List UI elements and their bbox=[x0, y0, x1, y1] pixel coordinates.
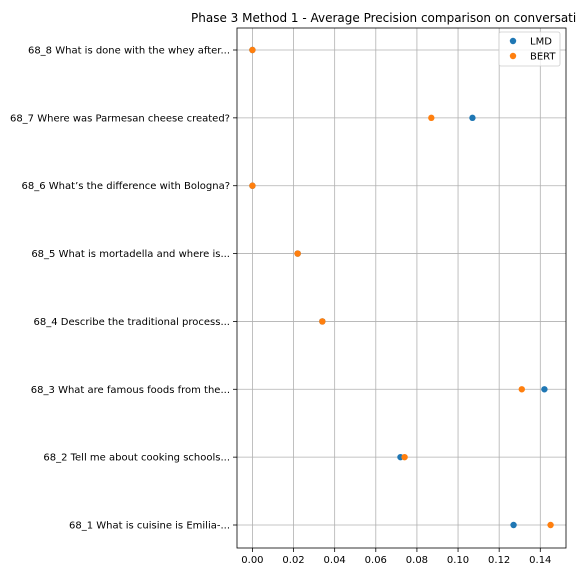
data-point-bert bbox=[249, 46, 256, 54]
y-tick-label: 68_2 Tell me about cooking schools... bbox=[43, 453, 230, 464]
data-point-bert bbox=[249, 182, 256, 189]
data-point-bert bbox=[428, 114, 435, 122]
x-tick-label: 0.06 bbox=[365, 555, 387, 566]
plot-area-frame bbox=[236, 27, 567, 549]
x-tick-label: 0.10 bbox=[447, 555, 469, 566]
legend-label-bert: BERT bbox=[530, 52, 556, 63]
x-tick-label: 0.04 bbox=[324, 555, 346, 566]
y-tick-label: 68_7 Where was Parmesan cheese created? bbox=[10, 113, 230, 124]
legend-marker-lmd bbox=[509, 37, 517, 45]
data-point-bert bbox=[294, 250, 301, 257]
data-point-lmd bbox=[541, 386, 548, 393]
data-point-bert bbox=[319, 318, 326, 325]
y-tick-label: 68_5 What is mortadella and where is... bbox=[31, 249, 230, 260]
y-tick-label: 68_4 Describe the traditional process... bbox=[34, 317, 230, 328]
data-point-lmd bbox=[510, 521, 517, 529]
data-point-bert bbox=[401, 453, 408, 461]
data-point-lmd bbox=[469, 114, 476, 122]
data-point-bert bbox=[547, 521, 554, 529]
axes: 0.00 0.02 0.04 0.06 0.08 0.10 0.12 0.14 68_1 Wha… bbox=[10, 46, 551, 567]
grid bbox=[237, 28, 566, 548]
chart-title: Phase 3 Method 1 - Average Precision com… bbox=[191, 11, 576, 25]
x-tick-label: 0.08 bbox=[406, 555, 428, 566]
x-tick-label: 0.00 bbox=[241, 555, 263, 566]
legend-label-lmd: LMD bbox=[530, 37, 552, 48]
y-tick-label: 68_6 What’s the difference with Bologna? bbox=[22, 181, 230, 192]
data-point-bert bbox=[518, 386, 525, 393]
x-tick-label: 0.02 bbox=[282, 555, 304, 566]
x-tick-label: 0.14 bbox=[529, 555, 551, 566]
x-tick-label: 0.12 bbox=[488, 555, 510, 566]
data-points bbox=[249, 46, 554, 529]
y-tick-label: 68_3 What are famous foods from the... bbox=[31, 385, 230, 396]
y-tick-label: 68_1 What is cuisine is Emilia-... bbox=[69, 521, 230, 532]
y-tick-label: 68_8 What is done with the whey after... bbox=[28, 46, 230, 57]
legend-marker-bert bbox=[509, 52, 517, 60]
legend: LMD BERT bbox=[498, 31, 561, 67]
